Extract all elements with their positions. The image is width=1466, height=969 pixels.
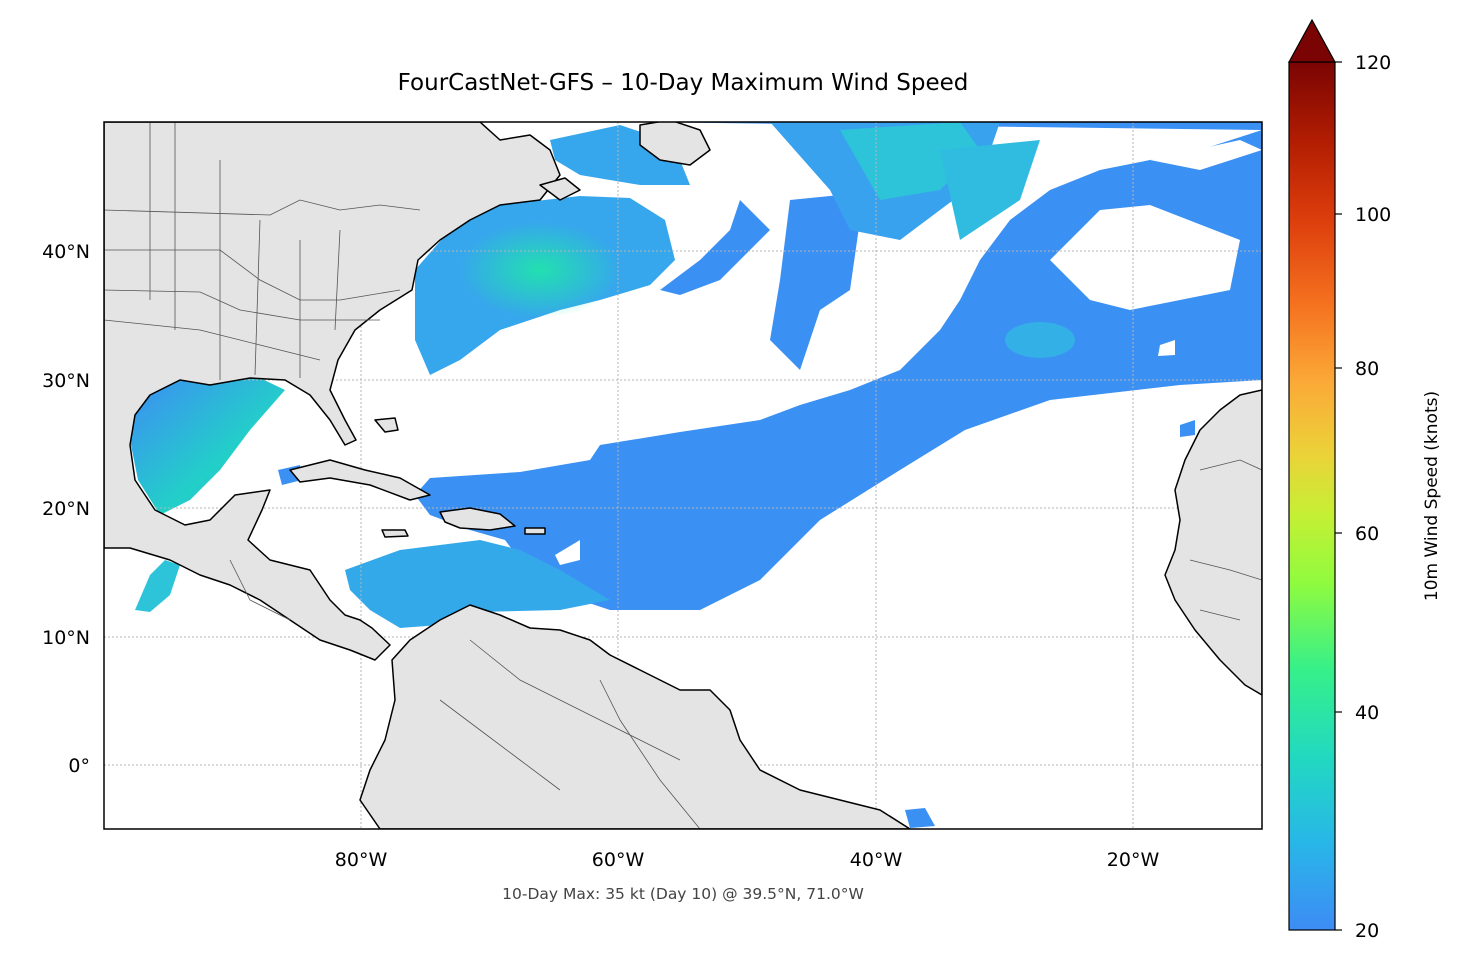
map-panel: [104, 122, 1262, 829]
lat-tick-label: 0°: [68, 755, 90, 777]
bahamas: [374, 417, 399, 433]
colorbar-tick-label: 120: [1355, 52, 1391, 74]
lon-tick-label: 60°W: [592, 849, 645, 871]
state-borders: [104, 122, 1262, 829]
north-america: [104, 122, 561, 661]
newfoundland: [639, 122, 711, 166]
puerto-rico: [524, 527, 546, 535]
land-masses: [104, 122, 1262, 829]
lon-tick-labels: 80°W 60°W 40°W 20°W: [335, 849, 1160, 871]
jamaica: [381, 529, 409, 538]
south-america: [359, 604, 911, 829]
max-wind-caption: 10-Day Max: 35 kt (Day 10) @ 39.5°N, 71.…: [502, 885, 864, 903]
lon-tick-label: 40°W: [850, 849, 903, 871]
colorbar: 20 40 60 80 100 120: [1287, 18, 1391, 942]
lat-tick-label: 20°N: [42, 498, 90, 520]
colorbar-tick-labels: 20 40 60 80 100 120: [1355, 52, 1391, 942]
colorbar-ticks: [1335, 61, 1342, 931]
lat-tick-label: 30°N: [42, 370, 90, 392]
colorbar-tick-label: 80: [1355, 358, 1379, 380]
africa: [1164, 389, 1262, 696]
map-title: FourCastNet-GFS – 10-Day Maximum Wind Sp…: [397, 70, 969, 96]
lat-tick-labels: 40°N 30°N 20°N 10°N 0°: [42, 241, 90, 777]
lat-tick-label: 40°N: [42, 241, 90, 263]
cuba: [289, 459, 431, 501]
nova-scotia: [539, 177, 581, 201]
colorbar-tick-label: 20: [1355, 920, 1379, 942]
map-frame: [103, 121, 1263, 830]
colorbar-extend-arrow: [1287, 18, 1337, 63]
colorbar-tick-label: 40: [1355, 702, 1379, 724]
colorbar-tick-label: 100: [1355, 204, 1391, 226]
lat-tick-label: 10°N: [42, 627, 90, 649]
colorbar-tick-label: 60: [1355, 523, 1379, 545]
hispaniola: [439, 507, 516, 531]
colorbar-label: 10m Wind Speed (knots): [1422, 390, 1442, 602]
lon-tick-label: 80°W: [335, 849, 388, 871]
lon-tick-label: 20°W: [1107, 849, 1160, 871]
colorbar-gradient: [1288, 61, 1336, 931]
